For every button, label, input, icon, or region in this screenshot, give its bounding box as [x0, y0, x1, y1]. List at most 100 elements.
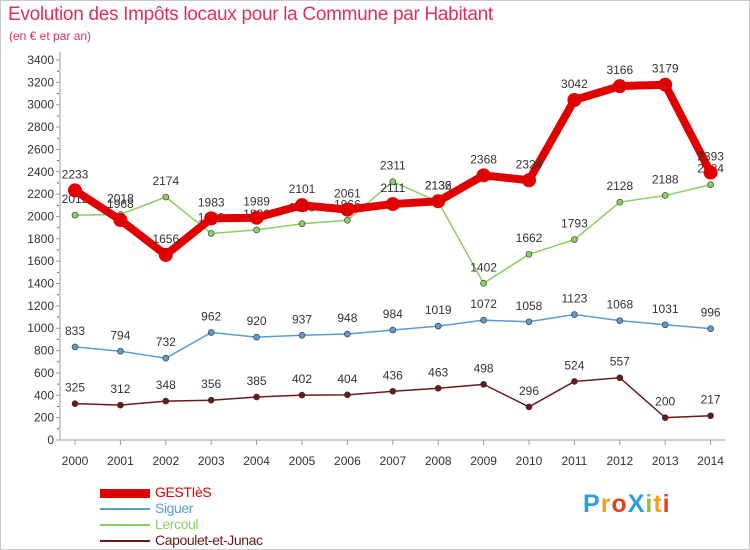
- data-point: [434, 384, 442, 392]
- data-label: 1123: [561, 291, 587, 305]
- data-point: [207, 329, 215, 336]
- data-label: 402: [292, 372, 312, 386]
- data-point: [616, 317, 624, 324]
- data-label: 1656: [152, 232, 179, 246]
- data-point: [707, 181, 714, 189]
- logo-letter: t: [653, 490, 663, 518]
- series-lercoul: 2012201821741848188019351966231121321402…: [62, 159, 724, 287]
- legend-label: GESTIèS: [155, 484, 212, 500]
- y-tick-label: 3000: [27, 98, 54, 112]
- data-point: [661, 321, 669, 329]
- data-label: 2368: [470, 152, 497, 166]
- data-point: [525, 318, 533, 326]
- x-tick-label: 2007: [379, 454, 406, 468]
- data-point: [431, 194, 446, 209]
- data-label: 2393: [697, 150, 724, 164]
- legend-swatch: [100, 540, 150, 542]
- y-tick-label: 1000: [27, 321, 54, 335]
- y-tick-label: 3200: [27, 75, 54, 89]
- chart-subtitle: (en € et par an): [9, 29, 92, 43]
- data-point: [295, 198, 309, 213]
- data-label: 2233: [62, 167, 89, 181]
- data-point: [661, 414, 669, 421]
- data-point: [434, 322, 442, 330]
- data-label: 524: [564, 358, 584, 372]
- data-label: 463: [428, 365, 448, 379]
- y-tick-label: 1800: [27, 232, 54, 246]
- chart-title: Evolution des Impôts locaux pour la Comm…: [8, 4, 493, 25]
- data-point: [707, 412, 714, 420]
- data-label: 2101: [289, 182, 316, 196]
- data-point: [253, 333, 260, 341]
- data-point: [162, 193, 170, 201]
- data-point: [480, 280, 487, 287]
- data-point: [571, 311, 578, 318]
- data-point: [162, 354, 170, 362]
- proxiti-logo: ProXiti: [583, 490, 671, 519]
- data-label: 2018: [107, 191, 134, 205]
- legend-swatch: [100, 508, 150, 510]
- data-point: [162, 397, 170, 405]
- legend-label: Capoulet-et-Junac: [155, 532, 263, 548]
- y-tick-label: 0: [47, 433, 54, 447]
- data-label: 1793: [561, 217, 588, 231]
- data-label: 557: [610, 355, 630, 369]
- data-point: [71, 400, 79, 407]
- data-label: 1019: [425, 303, 452, 317]
- data-point: [480, 316, 487, 324]
- data-point: [117, 347, 124, 355]
- data-label: 348: [156, 378, 176, 392]
- data-point: [616, 374, 624, 382]
- data-point: [207, 396, 215, 404]
- data-point: [389, 326, 397, 334]
- data-label: 2324: [516, 157, 543, 171]
- logo-letter: o: [611, 490, 628, 518]
- data-label: 1031: [652, 302, 679, 316]
- data-label: 948: [337, 311, 357, 325]
- y-tick-label: 1200: [27, 299, 54, 313]
- data-point: [616, 198, 624, 206]
- y-tick-label: 2000: [27, 209, 54, 223]
- data-label: 1058: [516, 299, 543, 313]
- x-tick-label: 2011: [561, 454, 587, 468]
- legend-swatch: [100, 524, 150, 526]
- data-point: [571, 236, 578, 243]
- legend-label: Lercoul: [155, 516, 199, 532]
- x-tick-label: 2001: [107, 454, 134, 468]
- y-tick-label: 400: [34, 388, 54, 402]
- y-tick-label: 2400: [27, 165, 54, 179]
- data-label: 1968: [107, 197, 134, 211]
- data-point: [340, 202, 355, 217]
- data-point: [253, 226, 260, 234]
- x-tick-label: 2005: [289, 454, 316, 468]
- x-tick-label: 2004: [243, 454, 270, 468]
- data-label: 1072: [470, 297, 497, 311]
- x-tick-label: 2012: [606, 454, 633, 468]
- logo-letter: i: [662, 490, 671, 518]
- legend-swatch: [100, 488, 150, 498]
- data-point: [658, 77, 673, 92]
- series-capoulet-et-junac: 325 312 348 356 385 402 404 436 463 498 296 524 557 2…: [65, 355, 721, 421]
- data-point: [298, 391, 306, 399]
- data-point: [253, 393, 260, 401]
- data-label: 1662: [516, 231, 543, 245]
- data-point: [525, 403, 533, 411]
- y-tick-label: 200: [34, 411, 54, 425]
- y-tick-label: 2800: [27, 120, 54, 134]
- data-point: [71, 343, 79, 351]
- data-point: [71, 211, 79, 219]
- data-point: [389, 178, 397, 186]
- x-tick-label: 2003: [198, 454, 225, 468]
- data-point: [661, 192, 669, 199]
- y-tick-label: 2600: [27, 142, 54, 156]
- x-tick-label: 2006: [334, 454, 361, 468]
- data-label: 996: [701, 306, 721, 320]
- data-label: 937: [292, 312, 312, 326]
- data-label: 498: [474, 361, 494, 375]
- x-tick-label: 2000: [62, 454, 89, 468]
- data-label: 2136: [425, 178, 452, 192]
- data-label: 3166: [606, 63, 633, 77]
- data-label: 325: [65, 381, 85, 395]
- logo-letter: r: [600, 490, 612, 518]
